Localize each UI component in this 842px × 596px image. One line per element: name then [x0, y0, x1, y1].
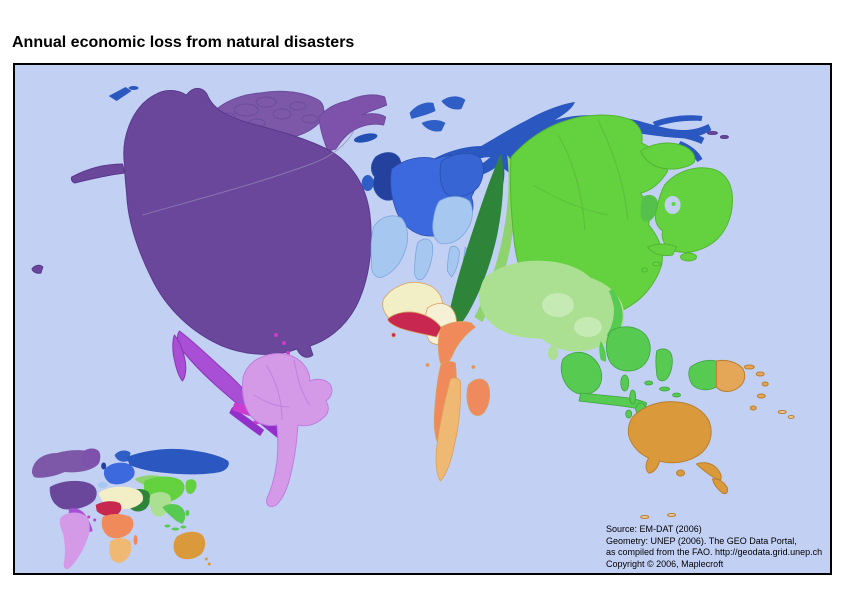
- hawaii: [31, 264, 44, 274]
- map-frame: Source: EM-DAT (2006) Geometry: UNEP (20…: [13, 63, 832, 575]
- sri-lanka: [548, 346, 559, 360]
- region-mexico: [172, 330, 262, 421]
- inset-central-africa: [101, 514, 134, 539]
- region-japan: [640, 142, 733, 273]
- eastern-europe: [439, 153, 484, 198]
- tasmania: [676, 469, 686, 477]
- inset-madagascar: [133, 535, 138, 545]
- ireland: [361, 175, 374, 191]
- us-canada-border: [142, 130, 355, 216]
- source-line: Copyright © 2006, Maplecroft: [606, 558, 724, 569]
- inset-greenland: [82, 448, 101, 468]
- sa-country-borders: [253, 359, 311, 421]
- inset-russia: [126, 448, 229, 475]
- baja-california: [172, 334, 187, 382]
- us-mainland: [123, 88, 372, 358]
- new-guinea-west: [688, 359, 717, 391]
- source-line: as compiled from the FAO. http://geodata…: [606, 547, 823, 557]
- honshu: [654, 167, 733, 253]
- region-indonesia: [560, 326, 717, 419]
- inset-japan: [185, 479, 197, 494]
- inset-scandinavia: [114, 450, 131, 462]
- region-greenland: [318, 94, 388, 152]
- alaska-tail: [70, 163, 126, 184]
- region-south-america: [241, 353, 333, 508]
- balkans: [432, 196, 473, 245]
- inset-iberia: [97, 482, 108, 488]
- sumatra: [560, 351, 603, 395]
- inset-se-asia: [162, 504, 186, 524]
- japan-bay-island: [671, 202, 676, 206]
- hokkaido: [640, 142, 696, 170]
- china-province-borders: [532, 119, 629, 231]
- region-africa: [382, 281, 491, 482]
- australia: [627, 401, 712, 474]
- philippines: [620, 374, 630, 392]
- iceland: [353, 133, 378, 143]
- source-line: Source: EM-DAT (2006): [606, 524, 702, 534]
- inset-uk: [101, 462, 107, 470]
- region-australia-oceania: [627, 359, 795, 519]
- inset-west-africa: [95, 501, 122, 517]
- inset-usa: [49, 480, 97, 510]
- source-line: Geometry: UNEP (2006). The GEO Data Port…: [606, 535, 797, 546]
- east-africa-funnel: [437, 321, 476, 366]
- madagascar: [466, 378, 491, 416]
- scandinavia: [409, 96, 466, 132]
- borneo: [605, 326, 651, 372]
- west-africa: [387, 311, 442, 338]
- new-zealand: [695, 462, 722, 481]
- iberia: [370, 215, 409, 278]
- region-united-states: [31, 88, 729, 358]
- cartogram-map: [15, 65, 830, 573]
- malay-peninsula: [599, 341, 607, 362]
- inset-australia: [173, 531, 206, 560]
- inset-europe: [103, 462, 135, 485]
- inset-world-map: [31, 448, 229, 570]
- region-southeast-asia: [524, 273, 625, 362]
- inset-southern-africa: [109, 538, 132, 563]
- new-guinea-east: [715, 359, 746, 392]
- map-source-credits: Source: EM-DAT (2006) Geometry: UNEP (20…: [606, 524, 826, 570]
- sulawesi: [655, 348, 673, 382]
- region-europe: [353, 96, 484, 340]
- italy: [414, 238, 434, 281]
- region-korea: [640, 194, 658, 222]
- page-title: Annual economic loss from natural disast…: [12, 34, 355, 51]
- inset-south-america: [59, 512, 90, 570]
- region-middle-east-iran: [448, 153, 504, 335]
- pacific-islands: [706, 131, 718, 135]
- southern-africa-tail: [435, 377, 461, 482]
